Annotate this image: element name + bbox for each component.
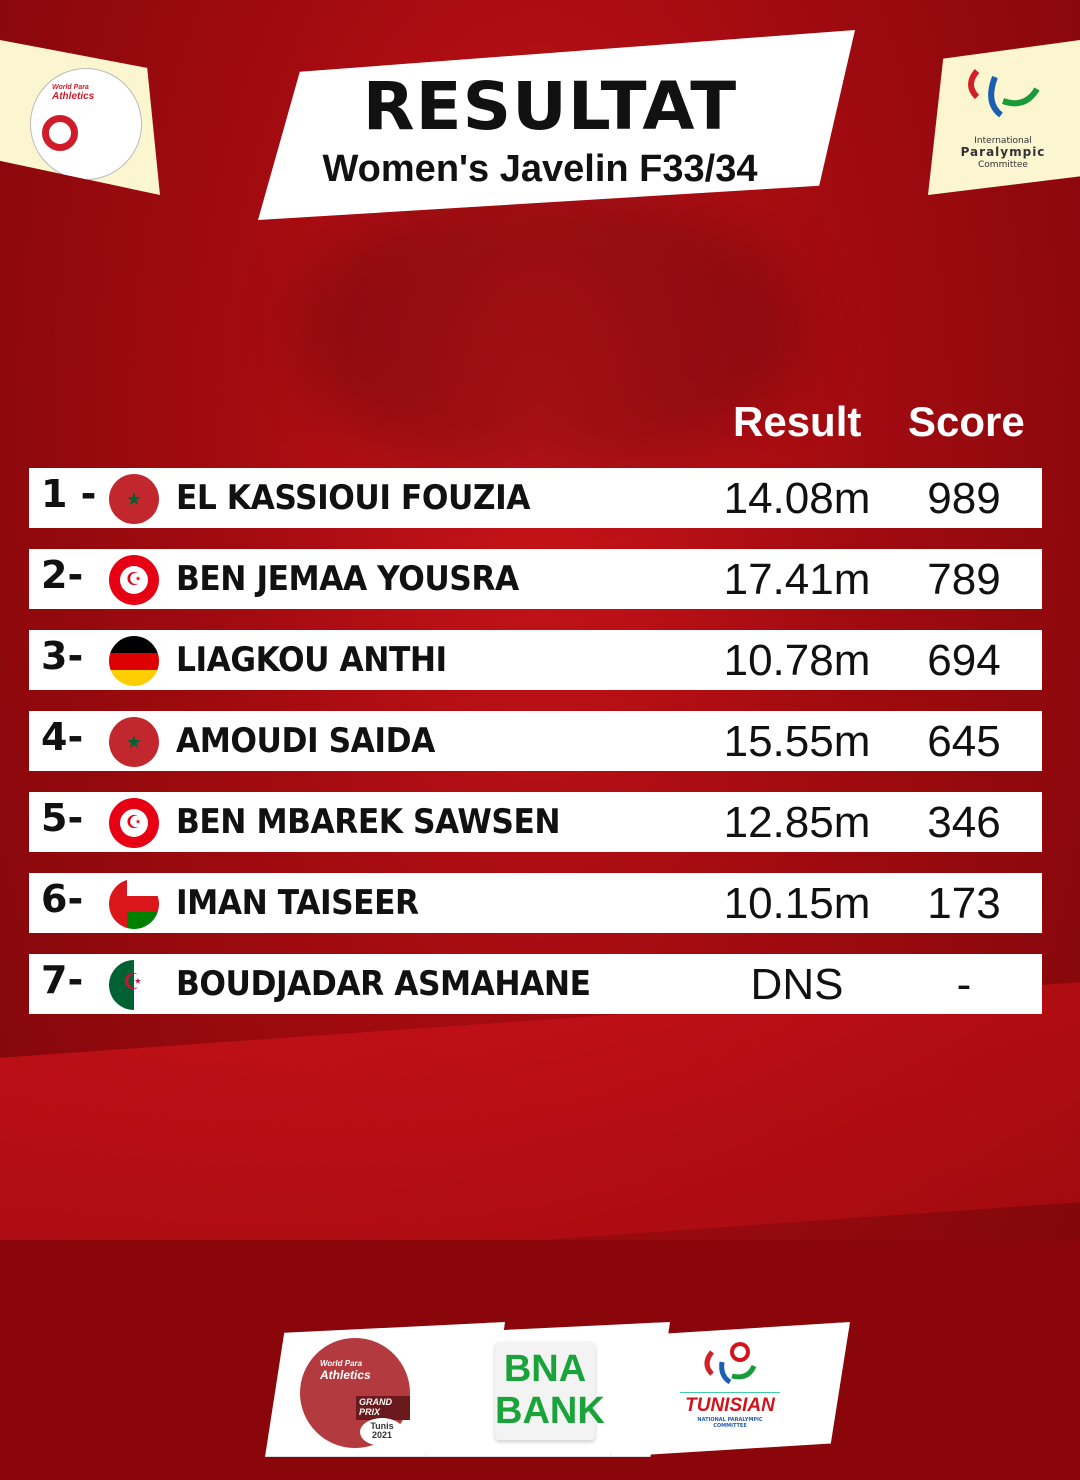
result-value: 10.78m	[723, 636, 871, 685]
wheelchair-icon	[42, 115, 78, 151]
result-value: 17.41m	[723, 555, 871, 604]
result-value: 15.55m	[723, 717, 871, 766]
rank: 1 -	[41, 472, 97, 516]
background-band	[0, 982, 1080, 1278]
tunisian-npc-logo: TUNISIAN NATIONAL PARALYMPIC COMMITTEE	[680, 1340, 780, 1429]
athlete-name: AMOUDI SAIDA	[176, 721, 435, 761]
oman-flag-icon	[109, 879, 159, 929]
result-value: 12.85m	[723, 798, 871, 847]
rank: 3-	[41, 634, 84, 678]
result-row: 4- ★ AMOUDI SAIDA 15.55m 645	[29, 711, 1042, 771]
athlete-name: BEN MBAREK SAWSEN	[176, 802, 561, 842]
rank: 7-	[41, 958, 84, 1002]
rank: 2-	[41, 553, 84, 597]
result-row: 1 - ★ EL KASSIOUI FOUZIA 14.08m 989	[29, 468, 1042, 528]
result-value: 14.08m	[723, 474, 871, 523]
result-row: 7- ☪ BOUDJADAR ASMAHANE DNS -	[29, 954, 1042, 1014]
grand-prix-logo: World Para Athletics GRAND PRIX Tunis 2021	[300, 1338, 410, 1448]
score-value: 645	[927, 717, 1001, 766]
result-value: DNS	[750, 960, 844, 1009]
ipc-logo: International Paralympic Committee	[928, 40, 1080, 195]
athlete-name: IMAN TAISEER	[176, 883, 419, 923]
algeria-flag-icon: ☪	[109, 960, 159, 1010]
page-title: RESULTAT	[362, 68, 738, 145]
result-value: 10.15m	[723, 879, 871, 928]
athlete-name: BOUDJADAR ASMAHANE	[176, 964, 591, 1004]
column-header-score: Score	[908, 398, 1025, 445]
rank: 5-	[41, 796, 84, 840]
bna-bank-logo: BNA BANK	[495, 1342, 605, 1440]
tunisia-flag-icon: ☪	[109, 555, 159, 605]
column-header-result: Result	[733, 398, 862, 445]
tunisia-flag-icon: ☪	[109, 798, 159, 848]
morocco-flag-icon: ★	[109, 717, 159, 767]
score-value: -	[956, 960, 972, 1009]
morocco-flag-icon: ★	[109, 474, 159, 524]
result-row: 2- ☪ BEN JEMAA YOUSRA 17.41m 789	[29, 549, 1042, 609]
result-row: 3- LIAGKOU ANTHI 10.78m 694	[29, 630, 1042, 690]
background-photo-shade	[300, 180, 800, 480]
germany-flag-icon	[109, 636, 159, 686]
athlete-name: EL KASSIOUI FOUZIA	[176, 478, 531, 518]
score-value: 173	[927, 879, 1001, 928]
score-value: 989	[927, 474, 1001, 523]
sponsor-card	[610, 1322, 850, 1457]
tnpc-emblem-icon	[704, 1342, 757, 1385]
rank: 6-	[41, 877, 84, 921]
world-para-athletics-logo: World Para Athletics	[0, 40, 160, 195]
score-value: 346	[927, 798, 1001, 847]
athlete-name: LIAGKOU ANTHI	[176, 640, 447, 680]
result-row: 5- ☪ BEN MBAREK SAWSEN 12.85m 346	[29, 792, 1042, 852]
athlete-name: BEN JEMAA YOUSRA	[176, 559, 519, 599]
score-value: 694	[927, 636, 1001, 685]
result-row: 6- IMAN TAISEER 10.15m 173	[29, 873, 1042, 933]
agitos-icon	[968, 69, 1040, 118]
rank: 4-	[41, 715, 84, 759]
score-value: 789	[927, 555, 1001, 604]
event-subtitle: Women's Javelin F33/34	[322, 148, 758, 190]
